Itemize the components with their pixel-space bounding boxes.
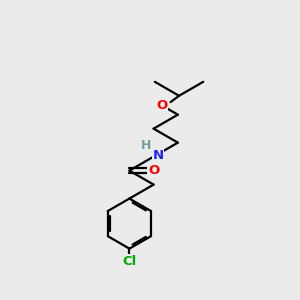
Text: H: H [141,139,152,152]
Text: Cl: Cl [122,254,136,268]
Text: N: N [152,149,164,162]
Text: O: O [148,164,159,177]
Text: O: O [157,99,168,112]
